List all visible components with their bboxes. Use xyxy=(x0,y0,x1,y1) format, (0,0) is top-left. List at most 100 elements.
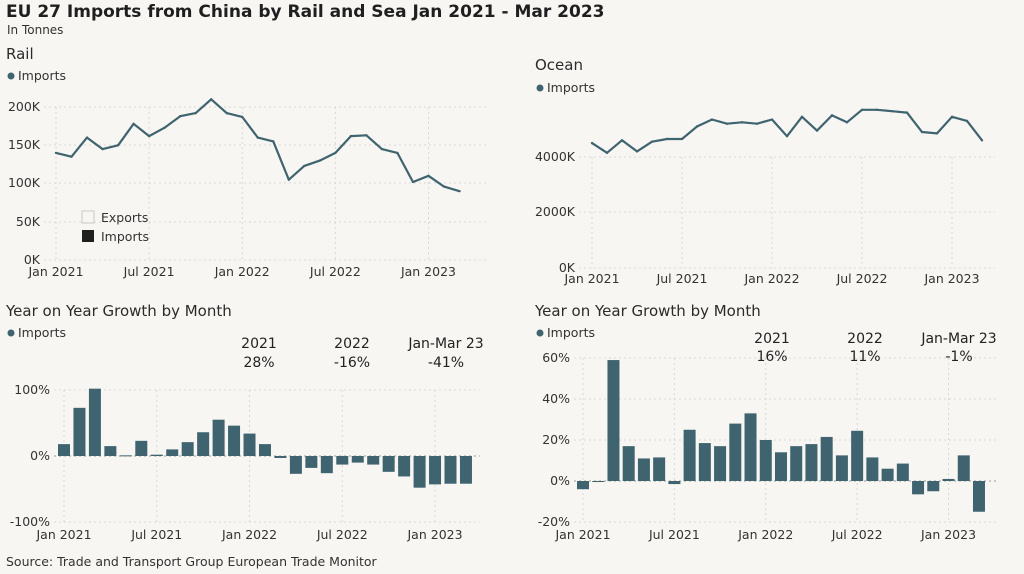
chart3-bar xyxy=(228,425,241,456)
chart1-legend2-imports-label: Imports xyxy=(101,229,149,244)
chart1-data-point xyxy=(365,134,368,137)
chart2-data-point xyxy=(845,121,849,124)
chart2-data-point xyxy=(650,140,654,143)
chart2-data-point xyxy=(635,150,639,153)
chart2-x-tick: Jan 2022 xyxy=(743,271,799,286)
chart3-summary-label: 2021 xyxy=(241,336,277,352)
chart1-x-tick: Jul 2022 xyxy=(309,264,361,279)
chart2-data-point xyxy=(740,121,744,124)
chart2-series-line xyxy=(591,108,983,154)
chart4-summary-value: -1% xyxy=(945,349,972,365)
chart4-legend-marker xyxy=(536,329,544,337)
chart1-data-point xyxy=(427,174,430,178)
chart3-bar xyxy=(135,440,148,456)
chart1-data-point xyxy=(194,111,197,115)
chart2-data-point xyxy=(590,141,594,145)
chart3-summary-label: 2022 xyxy=(334,336,370,352)
chart2-data-point xyxy=(815,129,819,132)
chart2-data-point xyxy=(755,122,759,125)
chart2-y-tick: 0K xyxy=(559,260,576,275)
chart1-data-point xyxy=(411,180,415,184)
chart4-y-tick: 60% xyxy=(542,350,570,365)
chart2-data-point xyxy=(725,122,729,125)
chart3-x-tick: Jul 2021 xyxy=(130,527,182,542)
chart3-summary-label: Jan-Mar 23 xyxy=(407,336,483,352)
chart2-x-tick: Jul 2021 xyxy=(656,271,708,286)
chart4-y-tick: 40% xyxy=(542,391,570,406)
chart4-bar xyxy=(912,481,925,495)
chart2-data-point xyxy=(620,139,624,142)
chart4-bar xyxy=(592,481,605,483)
chart1-data-point xyxy=(178,114,182,118)
chart2-data-point xyxy=(605,151,609,155)
chart3-bar xyxy=(150,454,163,456)
chart4-bar xyxy=(698,443,711,481)
chart2-x-tick: Jul 2022 xyxy=(836,271,888,286)
chart3-bar xyxy=(104,446,117,456)
chart3-bar xyxy=(88,388,101,456)
chart3-x-tick: Jul 2022 xyxy=(316,527,368,542)
chart2-data-point xyxy=(830,114,834,117)
chart1-data-point xyxy=(116,144,120,147)
chart2-data-point xyxy=(770,118,774,121)
chart4-bar xyxy=(790,446,803,481)
chart4-bar xyxy=(683,429,696,481)
chart1-data-point xyxy=(132,122,135,126)
chart1-data-point xyxy=(442,185,446,188)
page-title: EU 27 Imports from China by Rail and Sea… xyxy=(6,2,605,22)
chart4-bar xyxy=(759,440,772,481)
chart4-bar xyxy=(820,436,833,481)
chart2-y-tick: 2000K xyxy=(535,204,576,219)
chart4-bar xyxy=(896,463,909,481)
chart1-data-point xyxy=(54,151,58,155)
chart4-legend-label: Imports xyxy=(547,325,595,340)
chart4-bar xyxy=(805,444,818,481)
chart1-legend-label: Imports xyxy=(18,68,66,83)
chart4-summary-label: 2022 xyxy=(847,331,883,347)
chart2-data-point xyxy=(680,137,684,141)
chart2-y-tick: 4000K xyxy=(535,149,576,164)
chart1-y-tick: 150K xyxy=(8,137,41,152)
chart4-bar xyxy=(744,413,757,481)
chart1-y-tick: 200K xyxy=(8,99,41,114)
chart4-bar xyxy=(881,468,894,481)
chart1-data-point xyxy=(396,151,399,155)
chart4-bar xyxy=(774,452,787,481)
chart2-data-point xyxy=(905,111,909,114)
chart1-x-tick: Jan 2021 xyxy=(27,264,83,279)
source-footer: Source: Trade and Transport Group Europe… xyxy=(6,554,377,569)
chart1-legend2-exports-label: Exports xyxy=(101,210,148,225)
chart2-data-point xyxy=(785,134,789,138)
chart1-legend2-imports-swatch xyxy=(82,230,94,242)
chart1-data-point xyxy=(147,134,151,138)
chart4-summary-label: Jan-Mar 23 xyxy=(920,331,996,347)
chart4-bar xyxy=(653,457,666,481)
chart3-bar xyxy=(398,456,411,477)
chart1-y-tick: 0K xyxy=(24,252,41,267)
chart4-bar xyxy=(957,455,970,481)
chart1-data-point xyxy=(458,189,461,193)
chart4-bar xyxy=(942,478,955,481)
chart1-data-point xyxy=(163,126,166,129)
chart3-x-tick: Jan 2021 xyxy=(35,527,91,542)
chart1-x-tick: Jan 2022 xyxy=(214,264,270,279)
chart2-legend-label: Imports xyxy=(547,80,595,95)
chart2-data-point xyxy=(950,115,954,118)
chart2-data-point xyxy=(935,132,939,135)
chart1-data-point xyxy=(210,98,213,101)
chart2-data-point xyxy=(860,108,864,112)
chart4-summary-value: 11% xyxy=(849,349,880,365)
chart2-data-point xyxy=(980,139,984,142)
chart4-y-tick: 20% xyxy=(542,432,570,447)
chart3-y-tick: -100% xyxy=(10,514,50,529)
chart4-x-tick: Jul 2022 xyxy=(831,527,883,542)
chart1-data-point xyxy=(225,111,228,115)
chart3-summary-value: 28% xyxy=(243,355,274,371)
chart4-bar xyxy=(866,457,879,481)
chart3-bar xyxy=(413,456,426,488)
chart4-bar xyxy=(972,481,985,512)
chart1-y-tick: 50K xyxy=(16,214,41,229)
chart1-legend2-exports-swatch xyxy=(81,210,95,224)
chart2-x-tick: Jan 2021 xyxy=(563,271,619,286)
chart2-data-point xyxy=(890,110,894,113)
